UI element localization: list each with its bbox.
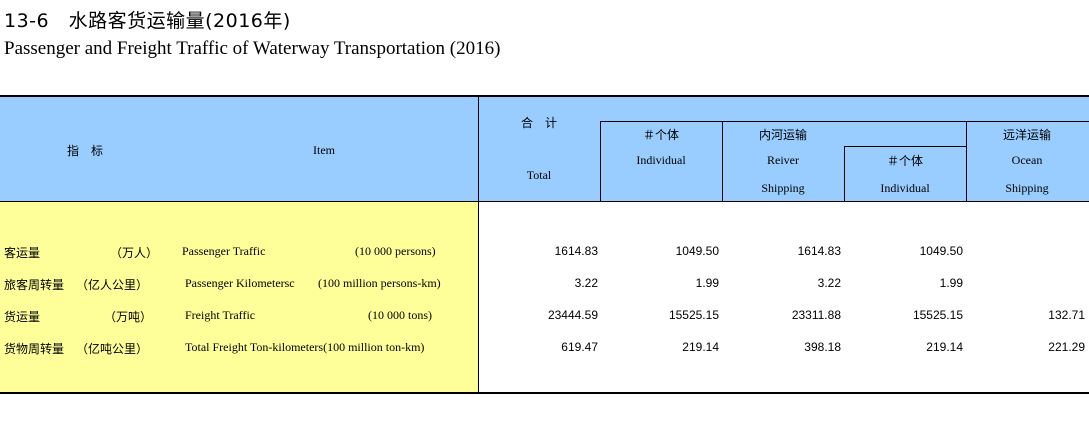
cell-river: 398.18 — [804, 340, 841, 354]
row-label-en: Passenger Traffic — [182, 244, 266, 258]
header-subrule-1 — [600, 121, 1089, 122]
cell-individual: 1049.50 — [675, 244, 719, 258]
header-total-en: Total — [526, 168, 552, 182]
cell-ocean: 221.29 — [1048, 340, 1085, 354]
row-label-en: Total Freight Ton-kilometers(100 million… — [185, 340, 425, 354]
item-column-background — [0, 202, 478, 392]
header-individual-cn: ＃个体 — [642, 128, 679, 142]
header-divider-ocean — [966, 121, 967, 201]
row-unit-en: (10 000 tons) — [368, 308, 432, 322]
header-bottom-rule — [0, 201, 1089, 202]
row-label-cn: 货运量 — [4, 310, 41, 324]
header-river-en-2: Shipping — [761, 181, 805, 195]
header-ocean-en-2: Shipping — [1005, 181, 1049, 195]
cell-river-individual: 1.99 — [939, 276, 963, 290]
row-unit-cn: （亿人公里） — [76, 278, 149, 292]
header-ocean-en-1: Ocean — [1011, 153, 1043, 167]
cell-river-individual: 15525.15 — [912, 308, 963, 322]
page-title-en: Passenger and Freight Traffic of Waterwa… — [4, 38, 501, 59]
row-unit-en: (10 000 persons) — [355, 244, 436, 258]
row-label-cn: 旅客周转量 — [4, 278, 65, 292]
cell-individual: 219.14 — [682, 340, 719, 354]
page-title-cn: 13-6 水路客货运输量(2016年) — [4, 10, 291, 32]
row-label-cn: 货物周转量 — [4, 342, 65, 356]
row-unit-en: (100 million persons-km) — [318, 276, 441, 290]
cell-river: 1614.83 — [797, 244, 841, 258]
cell-total: 23444.59 — [547, 308, 598, 322]
header-river-cn: 内河运输 — [758, 128, 807, 142]
header-river-individual-cn: ＃个体 — [886, 154, 923, 168]
cell-river: 23311.88 — [791, 308, 841, 322]
row-label-cn: 客运量 — [4, 246, 41, 260]
header-divider-river-individual — [844, 146, 845, 201]
cell-river-individual: 219.14 — [926, 340, 963, 354]
cell-total: 3.22 — [574, 276, 598, 290]
header-ocean-cn: 远洋运输 — [1002, 128, 1051, 142]
row-unit-cn: （万吨） — [104, 310, 153, 324]
header-total-cn: 合 计 — [520, 116, 557, 130]
cell-river-individual: 1049.50 — [919, 244, 963, 258]
row-label-en: Freight Traffic — [185, 308, 256, 322]
header-subrule-2 — [844, 146, 966, 147]
table-bottom-rule — [0, 392, 1089, 394]
cell-total: 1614.83 — [554, 244, 598, 258]
header-divider-river — [722, 121, 723, 201]
row-unit-cn: （万人） — [110, 246, 159, 260]
header-background — [0, 97, 1089, 201]
header-item: Item — [313, 143, 335, 157]
header-river-en-1: Reiver — [767, 153, 799, 167]
cell-total: 619.47 — [561, 340, 598, 354]
row-label-en: Passenger Kilometersc — [185, 276, 295, 290]
cell-ocean: 132.71 — [1048, 308, 1085, 322]
table-top-rule — [0, 95, 1089, 97]
header-divider-individual — [600, 121, 601, 201]
row-unit-cn: （亿吨公里） — [76, 342, 149, 356]
cell-river: 3.22 — [817, 276, 841, 290]
item-column-divider — [478, 97, 479, 392]
cell-individual: 15525.15 — [668, 308, 719, 322]
header-indicator: 指 标 — [66, 144, 103, 158]
header-river-individual-en: Individual — [880, 181, 930, 195]
cell-individual: 1.99 — [695, 276, 719, 290]
header-individual-en: Individual — [636, 153, 686, 167]
